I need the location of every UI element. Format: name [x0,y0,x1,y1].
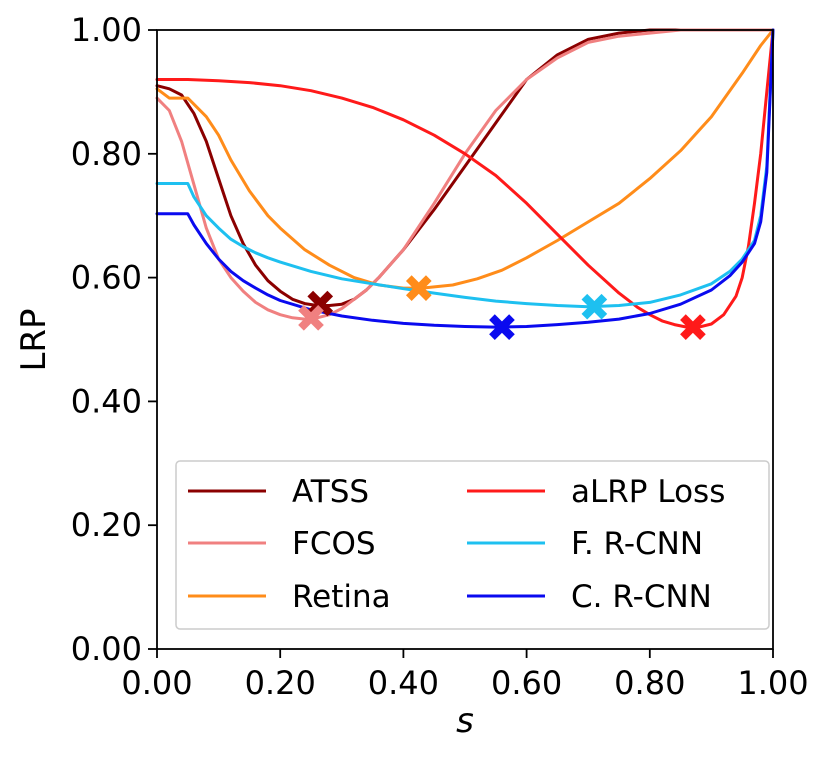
best-marker-c-r-cnn [489,314,515,340]
series-line-atss [155,28,775,307]
legend-label: C. R-CNN [571,579,712,615]
legend-entry-retina: Retina [188,579,391,615]
series-line-alrp-loss [155,28,775,329]
legend-entry-f-r-cnn: F. R-CNN [467,526,703,562]
legend-label: aLRP Loss [571,474,725,510]
legend-box [175,460,770,630]
marker-layer [298,275,706,340]
legend-entry-alrp-loss: aLRP Loss [467,474,725,510]
series-line-retina [155,28,775,290]
series-line-fcos [155,28,775,321]
best-marker-retina [405,275,432,301]
best-marker-f-r-cnn [581,293,608,320]
best-marker-alrp-loss [680,314,706,340]
y-tick-label: 0.20 [71,506,142,544]
legend-entry-atss: ATSS [188,474,369,510]
legend-label: ATSS [292,474,369,510]
x-tick-label: 0.40 [368,664,439,702]
y-tick-label: 0.60 [71,259,142,297]
legend-entry-c-r-cnn: C. R-CNN [467,579,712,615]
y-tick-label: 1.00 [71,11,142,49]
legend-label: Retina [292,579,391,615]
y-tick-label: 0.00 [71,630,142,668]
best-marker-fcos [298,305,324,331]
legend-entry-fcos: FCOS [188,526,376,562]
x-axis-label: s [456,701,474,741]
legend: ATSS FCOS Retina aLRP Loss F. R-CNN C. R-CNN [175,460,770,630]
x-tick-label: 0.80 [614,664,685,702]
legend-items: ATSS FCOS Retina aLRP Loss F. R-CNN C. R-CNN [188,474,725,615]
y-tick-label: 0.80 [71,135,142,173]
series-layer [155,28,775,329]
x-tick-label: 0.60 [491,664,562,702]
y-tick-label: 0.40 [71,382,142,420]
plot-frame [156,29,774,650]
series-line-c-r-cnn [155,28,775,329]
x-tick-label: 0.00 [121,664,192,702]
x-tick-label: 0.20 [245,664,316,702]
legend-label: F. R-CNN [571,526,703,562]
legend-label: FCOS [292,526,376,562]
x-tick-label: 1.00 [737,664,808,702]
tick-layer: 0.00 0.20 0.40 0.60 0.80 1.00 0.00 0.20 0.40 0.60… [71,11,809,702]
y-axis-label: LRP [14,308,54,371]
